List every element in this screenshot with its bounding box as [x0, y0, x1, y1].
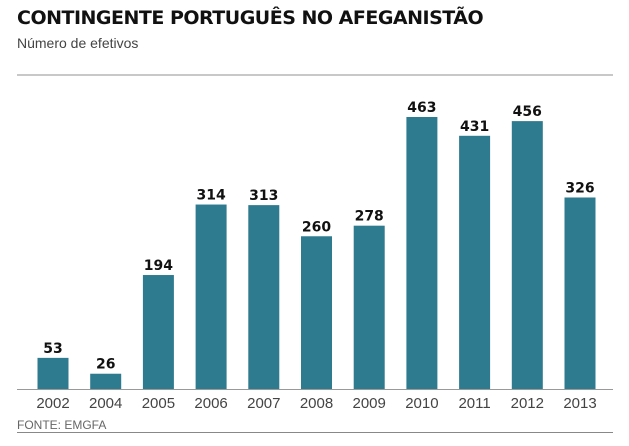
data-label-2010: 463: [407, 100, 436, 116]
x-tick-label-2013: 2013: [563, 395, 596, 412]
x-tick-label-2007: 2007: [247, 395, 280, 412]
data-label-2005: 194: [144, 258, 173, 274]
chart-subtitle: Número de efetivos: [17, 35, 139, 51]
data-label-2007: 313: [249, 188, 278, 204]
source-note: FONTE: EMGFA: [17, 418, 107, 432]
bar-2002: [37, 357, 69, 389]
data-label-2008: 260: [302, 219, 331, 235]
bar-2010: [406, 117, 438, 389]
x-tick-label-2008: 2008: [300, 395, 333, 412]
x-tick-label-2004: 2004: [89, 395, 122, 412]
bar-2009: [353, 225, 385, 389]
bottom-divider: [17, 432, 613, 433]
x-tick-label-2010: 2010: [405, 395, 438, 412]
data-label-2011: 431: [460, 119, 489, 135]
bar-2004: [90, 373, 122, 389]
bar-2008: [301, 236, 332, 389]
x-tick-label-2005: 2005: [142, 395, 175, 412]
bar-2011: [459, 135, 491, 389]
bar-2006: [195, 204, 227, 389]
bar-2013: [564, 197, 596, 389]
x-tick-label-2006: 2006: [194, 395, 227, 412]
chart-title: CONTINGENTE PORTUGUÊS NO AFEGANISTÃO: [17, 7, 484, 29]
data-label-2004: 26: [96, 357, 115, 373]
data-label-2006: 314: [196, 188, 225, 204]
data-label-2009: 278: [355, 209, 384, 225]
bar-2012: [511, 121, 543, 390]
bar-2005: [142, 275, 174, 389]
top-divider: [17, 74, 613, 76]
data-label-2002: 53: [43, 341, 62, 357]
x-tick-label-2011: 2011: [458, 395, 490, 412]
x-tick-label-2009: 2009: [353, 395, 386, 412]
bar-2007: [248, 205, 280, 389]
data-label-2013: 326: [565, 180, 594, 196]
x-tick-label-2012: 2012: [511, 395, 544, 412]
data-label-2012: 456: [513, 104, 542, 120]
x-tick-label-2002: 2002: [36, 395, 69, 412]
